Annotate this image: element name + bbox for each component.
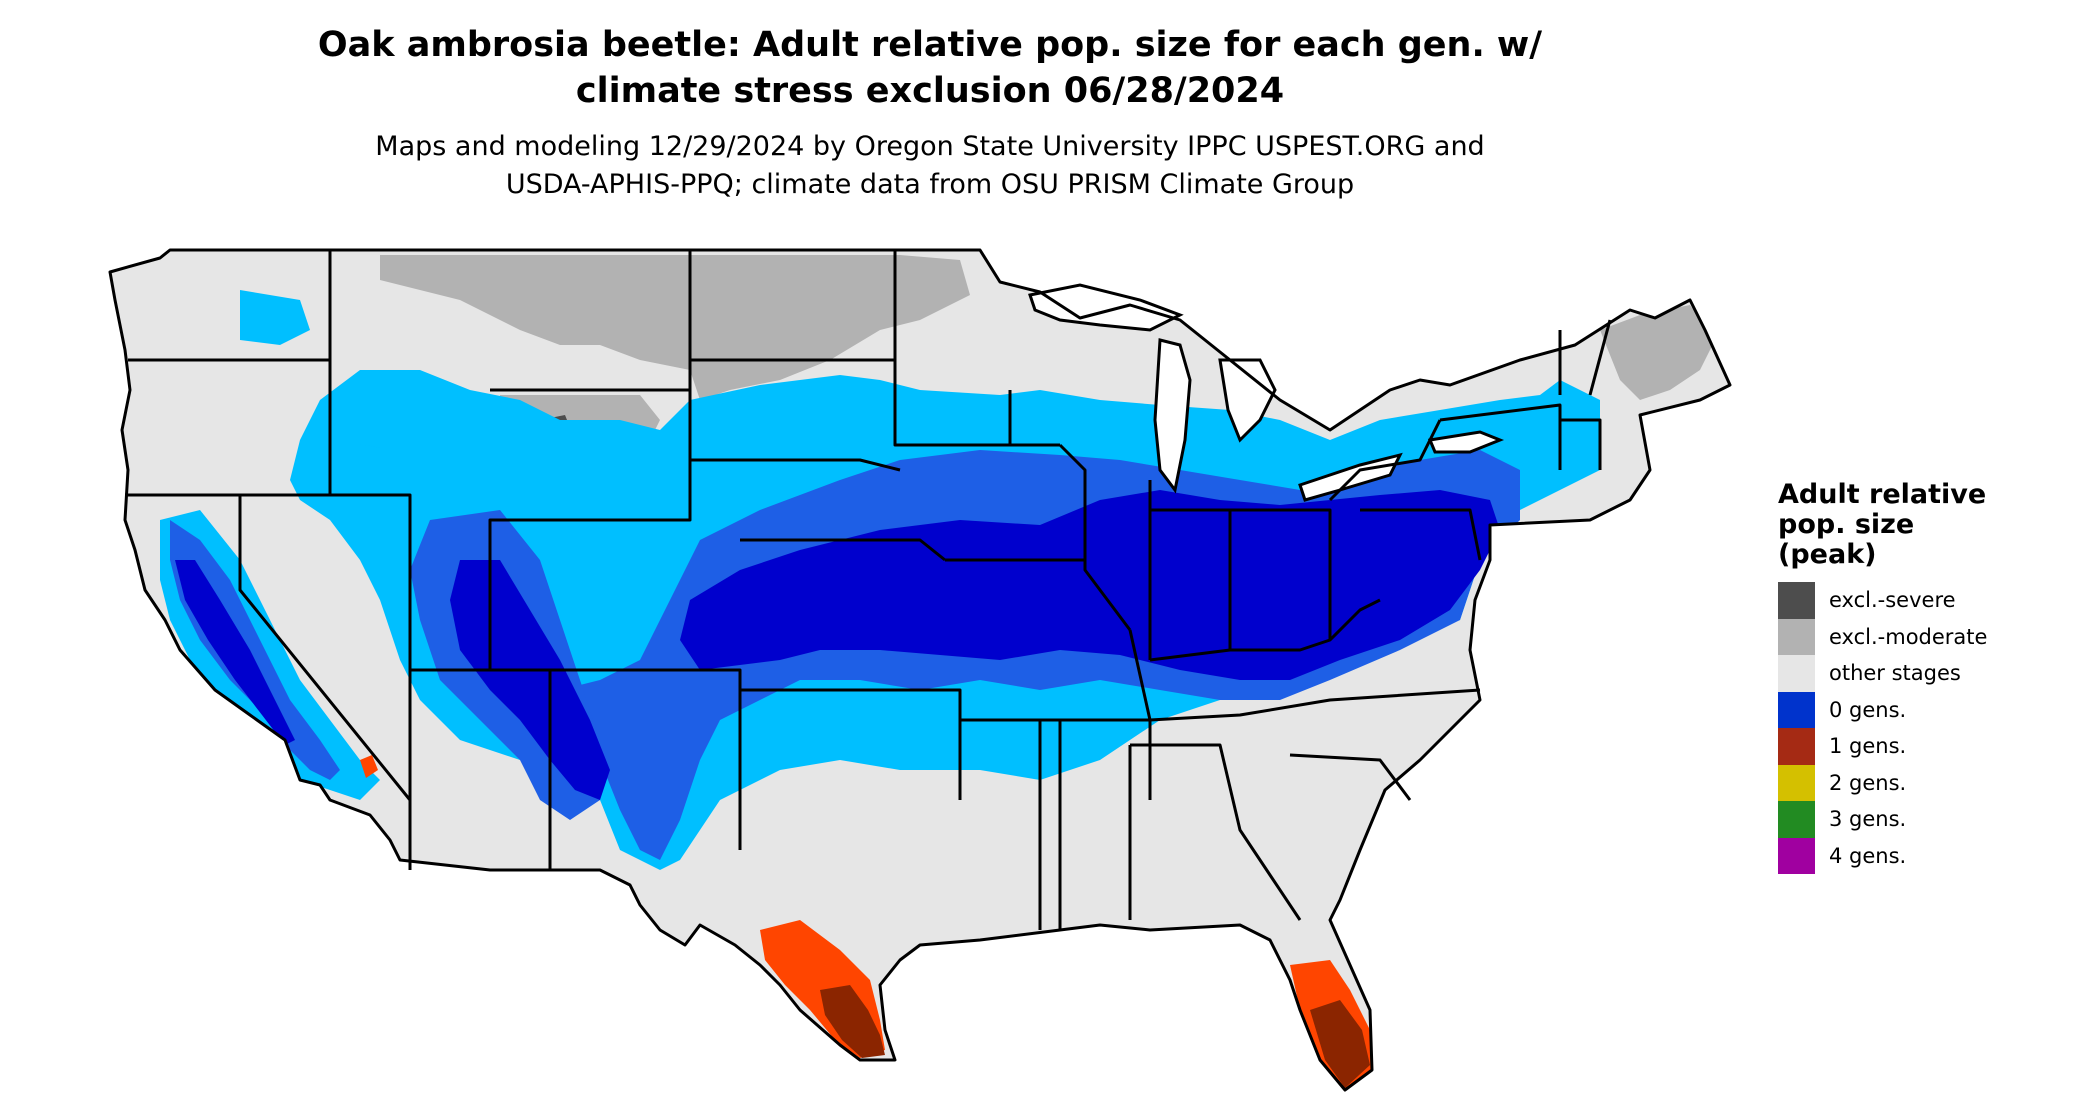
legend-label: 4 gens. — [1829, 843, 1907, 868]
legend-item-4-gens: 4 gens. — [1778, 837, 2078, 874]
region-dark-blue-calif — [175, 560, 295, 745]
title-line-2: climate stress exclusion 06/28/2024 — [575, 71, 1285, 111]
legend-title-line-3: (peak) — [1778, 539, 1877, 570]
region-dark-blue — [680, 490, 1500, 680]
subtitle-line-2: USDA-APHIS-PPQ; climate data from OSU PR… — [505, 169, 1355, 200]
legend-label: excl.-severe — [1829, 588, 1956, 613]
legend-swatch — [1778, 655, 1815, 692]
lake-superior — [1028, 283, 1184, 332]
region-orange-calif — [360, 755, 378, 778]
legend-item-3-gens: 3 gens. — [1778, 801, 2078, 838]
us-outline — [108, 248, 1732, 1092]
legend-item-0-gens: 0 gens. — [1778, 691, 2078, 728]
map-title: Oak ambrosia beetle: Adult relative pop.… — [0, 22, 1860, 114]
legend-title-line-1: Adult relative — [1778, 479, 1987, 510]
us-map — [108, 248, 1732, 1092]
legend-item-2-gens: 2 gens. — [1778, 764, 2078, 801]
legend-label: 2 gens. — [1829, 770, 1907, 795]
region-excl-moderate-north — [380, 255, 970, 400]
legend-item-excl-moderate: excl.-moderate — [1778, 618, 2078, 655]
region-darkred-texas — [820, 985, 885, 1058]
legend-swatch — [1778, 764, 1815, 801]
legend-label: 0 gens. — [1829, 697, 1907, 722]
region-light-blue-idaho — [340, 440, 400, 490]
great-lakes — [1028, 283, 1505, 502]
map-legend: Adult relative pop. size (peak) excl.-se… — [1778, 480, 2078, 874]
legend-label: 1 gens. — [1829, 734, 1907, 759]
lake-ontario — [1427, 430, 1505, 454]
region-darkred-florida — [1310, 1000, 1370, 1088]
state-borders — [108, 248, 1732, 1092]
legend-label: excl.-moderate — [1829, 624, 1988, 649]
map-subtitle: Maps and modeling 12/29/2024 by Oregon S… — [0, 128, 1860, 204]
legend-item-1-gens: 1 gens. — [1778, 728, 2078, 765]
subtitle-line-1: Maps and modeling 12/29/2024 by Oregon S… — [375, 131, 1485, 162]
region-excl-moderate-northeast — [1600, 305, 1715, 400]
legend-label: 3 gens. — [1829, 807, 1907, 832]
legend-title: Adult relative pop. size (peak) — [1778, 480, 2078, 570]
legend-swatch — [1778, 618, 1815, 655]
legend-swatch — [1778, 801, 1815, 838]
legend-swatch — [1778, 728, 1815, 765]
legend-title-line-2: pop. size — [1778, 509, 1915, 540]
region-light-blue-nw — [240, 290, 310, 345]
region-mid-blue-west — [170, 520, 340, 780]
lake-michigan — [1153, 338, 1192, 494]
legend-item-excl-severe: excl.-severe — [1778, 582, 2078, 619]
legend-swatch — [1778, 691, 1815, 728]
lake-huron — [1218, 358, 1277, 443]
legend-swatch — [1778, 582, 1815, 619]
map-regions — [160, 255, 1715, 1090]
legend-swatch — [1778, 837, 1815, 874]
title-line-1: Oak ambrosia beetle: Adult relative pop.… — [317, 25, 1543, 65]
legend-item-other-stages: other stages — [1778, 655, 2078, 692]
legend-label: other stages — [1829, 661, 1961, 686]
